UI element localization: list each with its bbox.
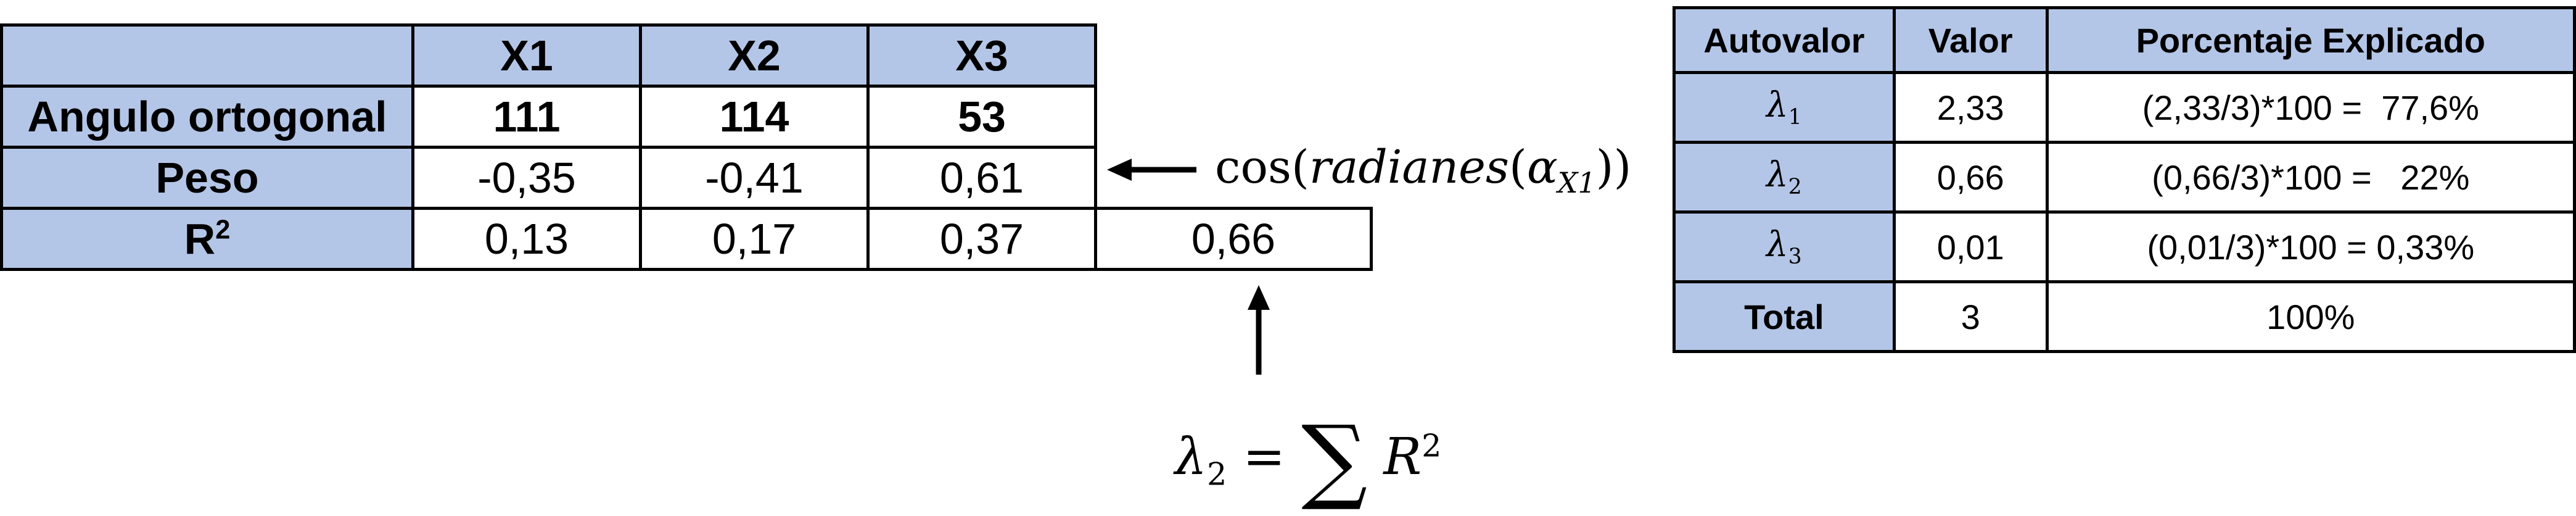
table-cell: 111 (411, 85, 642, 149)
lambda-symbol: λ (1766, 225, 1788, 265)
row-label-r2: R2 (0, 207, 414, 271)
header-valor: Valor (1892, 6, 2049, 74)
eigen-symbol-cell: λ2 (1673, 141, 1896, 214)
lambda-sub: 1 (1788, 105, 1802, 130)
cos-func: cos (1215, 141, 1291, 194)
radianes-text: radianes (1309, 141, 1509, 194)
r-sup: 2 (1422, 427, 1442, 464)
sum-formula: λ2 = ∑ R2 (1175, 389, 1442, 514)
header-row: Autovalor Valor Porcentaje Explicado (1673, 6, 2576, 74)
table-cell: 0,17 (639, 207, 870, 271)
r-label-sup: 2 (215, 215, 231, 245)
table-cell: 0,37 (866, 207, 1097, 271)
table-row: R2 0,13 0,17 0,37 0,66 (0, 207, 1373, 271)
table-cell: -0,35 (411, 146, 642, 210)
header-x3: X3 (866, 23, 1097, 88)
total-row: Total 3 100% (1673, 280, 2576, 353)
r-symbol: R (1383, 428, 1422, 486)
table-cell: -0,41 (639, 146, 870, 210)
table-row: λ1 2,33 (2,33/3)*100 = 77,6% (1673, 71, 2576, 144)
table-row: λ3 0,01 (0,01/3)*100 = 0,33% (1673, 210, 2576, 283)
lambda-symbol: λ (1766, 85, 1788, 126)
alpha-sub: X1 (1557, 165, 1596, 199)
table-cell: 53 (866, 85, 1097, 149)
table-cell: 0,01 (1892, 210, 2049, 283)
total-label: Total (1673, 280, 1896, 353)
lambda-symbol: λ (1766, 155, 1788, 196)
row-label-peso: Peso (0, 146, 414, 210)
corner-cell (0, 23, 414, 88)
cos-formula: cos(radianes(αX1)) (1215, 141, 1632, 199)
r2-total-cell: 0,66 (1094, 207, 1373, 271)
table-cell: (0,66/3)*100 = 22% (2045, 141, 2576, 214)
eigen-symbol-cell: λ1 (1673, 71, 1896, 144)
header-porcentaje: Porcentaje Explicado (2045, 6, 2576, 74)
lambda-symbol: λ (1175, 428, 1207, 486)
header-x2: X2 (639, 23, 870, 88)
total-porcentaje: 100% (2045, 280, 2576, 353)
table-row: Angulo ortogonal 111 114 53 (0, 85, 1372, 149)
header-row: X1 X2 X3 (0, 23, 1372, 88)
sigma-icon: ∑ (1301, 406, 1368, 514)
table-cell: 0,66 (1892, 141, 2049, 214)
up-arrow-icon (1248, 285, 1270, 375)
table-cell: 2,33 (1892, 71, 2049, 144)
eigenvalue-table: Autovalor Valor Porcentaje Explicado λ1 … (1673, 6, 2576, 353)
table-cell: 0,61 (866, 146, 1097, 210)
r-label: R (184, 215, 216, 263)
table-cell: (0,01/3)*100 = 0,33% (2045, 210, 2576, 283)
table-row: Peso -0,35 -0,41 0,61 (0, 146, 1372, 210)
header-autovalor: Autovalor (1673, 6, 1896, 74)
lambda-sub: 3 (1788, 244, 1802, 270)
table-cell: 114 (639, 85, 870, 149)
table-cell: 0,13 (411, 207, 642, 271)
lambda-sub: 2 (1788, 175, 1802, 200)
table-row: λ2 0,66 (0,66/3)*100 = 22% (1673, 141, 2576, 214)
loadings-table: X1 X2 X3 Angulo ortogonal 111 114 53 Pes… (0, 23, 1373, 271)
table-cell: (2,33/3)*100 = 77,6% (2045, 71, 2576, 144)
total-valor: 3 (1892, 280, 2049, 353)
lambda-sub: 2 (1206, 456, 1227, 493)
alpha-symbol: α (1526, 141, 1558, 194)
empty-cell (1096, 25, 1372, 86)
row-label-angulo: Angulo ortogonal (0, 85, 414, 149)
header-x1: X1 (411, 23, 642, 88)
left-arrow-icon (1107, 159, 1196, 181)
equals-sign: = (1243, 428, 1286, 486)
empty-cell (1096, 86, 1372, 148)
eigen-symbol-cell: λ3 (1673, 210, 1896, 283)
